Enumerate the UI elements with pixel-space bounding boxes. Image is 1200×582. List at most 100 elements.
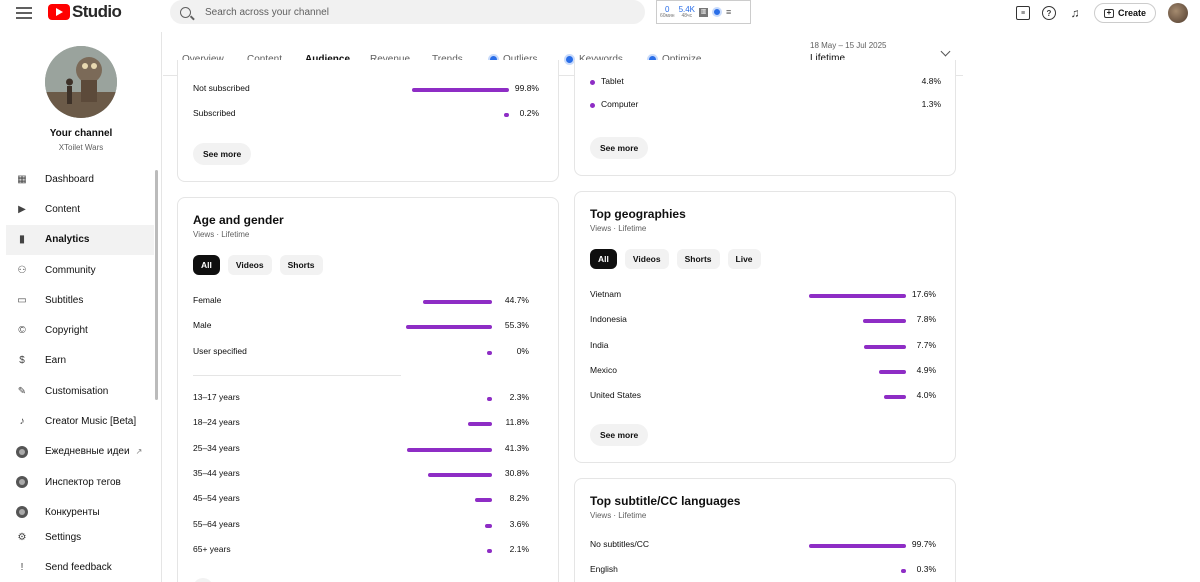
channel-avatar[interactable] [45,46,117,118]
tab-label: Overview [182,54,224,65]
chip-shorts[interactable]: Shorts [279,255,323,275]
sidebar-item-daily-ideas[interactable]: Ежедневные идеи ↗ [6,437,154,467]
sidebar-nav: ▦ Dashboard ▶ Content ▮ Analytics ⚇ Communit… [6,164,154,528]
list-item: Subscribed 0.2% [193,108,539,122]
see-more-button[interactable]: See more [590,137,649,159]
list-item: 25–34 years 41.3% [193,443,529,457]
chip-videos[interactable]: Videos [624,249,669,269]
row-value: 4.8% [921,76,941,86]
sidebar-item-tag-inspector[interactable]: Инспектор тегов [6,467,154,497]
row-label: 65+ years [193,543,231,554]
see-more-button[interactable] [193,578,213,582]
row-label: 18–24 years [193,417,240,428]
legend-dot [590,80,595,85]
row-label: Mexico [590,364,617,375]
subtitles-icon: ▭ [17,294,27,306]
list-item: 13–17 years 2.3% [193,392,529,406]
row-label: Subscribed [193,108,236,118]
chip-videos[interactable]: Videos [227,255,272,275]
list-item: India 7.7% [590,340,936,354]
row-label: 25–34 years [193,442,240,453]
tab-keywords[interactable]: Keywords [564,54,623,65]
card-subtitle: Views · Lifetime [590,511,647,520]
tab-content[interactable]: Content [247,54,282,65]
tab-label: Optimize [662,54,701,65]
studio-logo[interactable]: Studio [48,2,122,22]
row-value: 0.3% [916,564,936,575]
list-item: Computer 1.3% [590,99,941,113]
sidebar-item-analytics[interactable]: ▮ Analytics [6,224,154,255]
row-value: 0% [516,345,529,356]
sidebar-item-creator-music[interactable]: ♪ Creator Music [Beta] [6,406,154,436]
channel-name: XToilet Wars [58,143,104,152]
chip-all[interactable]: All [193,255,220,275]
sidebar-item-send-feedback[interactable]: ! Send feedback [6,552,154,582]
chip-all[interactable]: All [590,249,617,269]
sidebar-item-copyright[interactable]: © Copyright [6,315,154,345]
ext-logo-icon[interactable] [712,7,723,17]
help-icon[interactable]: ? [1041,6,1056,20]
sidebar-item-subtitles[interactable]: ▭ Subtitles [6,285,154,315]
row-value: 8.2% [509,493,529,504]
search-input[interactable]: Search across your channel [170,0,645,24]
search-placeholder: Search across your channel [205,6,329,18]
row-label: Female [193,295,222,305]
tab-trends[interactable]: Trends [432,54,463,65]
sidebar: Your channel XToilet Wars ▦ Dashboard ▶ Co… [0,32,162,582]
sidebar-item-community[interactable]: ⚇ Community [6,255,154,285]
notifications-icon[interactable]: ♫ [1070,6,1080,20]
legend-dot [590,103,595,108]
feedback-icon[interactable]: ≡ [1015,6,1030,20]
row-value: 7.7% [916,339,936,350]
bar-fill [863,344,906,349]
bar-fill [878,369,906,374]
chip-shorts[interactable]: Shorts [676,249,720,269]
chevron-down-icon[interactable] [940,46,951,57]
see-more-button[interactable]: See more [590,424,649,446]
sidebar-item-customisation[interactable]: ✎ Customisation [6,376,154,406]
bar-fill [809,544,906,548]
list-item: 55–64 years 3.6% [193,519,529,533]
tab-label: Keywords [579,54,623,65]
bar-fill [467,422,492,427]
sidebar-item-earn[interactable]: $ Earn [6,346,154,376]
account-avatar[interactable] [1168,3,1188,23]
row-label: No subtitles/CC [590,539,650,549]
bar-fill [422,300,492,304]
sidebar-item-dashboard[interactable]: ▦ Dashboard [6,164,154,194]
ext-chart-icon[interactable]: ▥ [699,7,709,17]
extension-widget[interactable]: 0 60мин 5.4K 48чс ▥ ≡ [656,0,751,24]
bar-fill [809,294,906,298]
tab-revenue[interactable]: Revenue [370,54,410,65]
row-label: United States [590,390,642,401]
list-item: 18–24 years 11.8% [193,417,529,431]
list-item: Female 44.7% [193,295,529,309]
device-card: Tablet 4.8% Computer 1.3% See more [574,60,956,176]
sidebar-item-label: Community [45,264,96,276]
ext-stat-1-label: 60мин [660,12,675,19]
sidebar-scrollbar[interactable] [155,170,158,400]
list-item: English 0.3% [590,564,936,578]
create-button[interactable]: + Create [1093,3,1156,23]
row-label: 55–64 years [193,518,240,529]
sidebar-item-settings[interactable]: ⚙ Settings [6,522,154,552]
list-item: United States 4.0% [590,390,936,404]
sidebar-item-content[interactable]: ▶ Content [6,194,154,224]
menu-icon[interactable] [16,5,32,19]
see-more-button[interactable]: See more [193,143,252,165]
sidebar-item-label: Send feedback [45,561,112,573]
sidebar-item-competitors[interactable]: Конкуренты [6,497,154,527]
tab-label: Outliers [503,54,537,65]
ext-menu-icon[interactable]: ≡ [726,7,732,17]
row-label: Vietnam [590,289,622,299]
tab-overview[interactable]: Overview [182,54,224,65]
row-label: 35–44 years [193,467,240,478]
settings-icon: ⚙ [17,531,27,543]
date-range-picker[interactable]: 18 May – 15 Jul 2025 Lifetime [810,41,887,64]
list-item: Tablet 4.8% [590,76,941,90]
row-value: 7.8% [916,314,936,325]
top-actions: ≡ ? ♫ + Create [1015,3,1188,23]
row-label: Computer [601,99,639,109]
chip-live[interactable]: Live [727,249,761,269]
list-item: No subtitles/CC 99.7% [590,539,936,553]
